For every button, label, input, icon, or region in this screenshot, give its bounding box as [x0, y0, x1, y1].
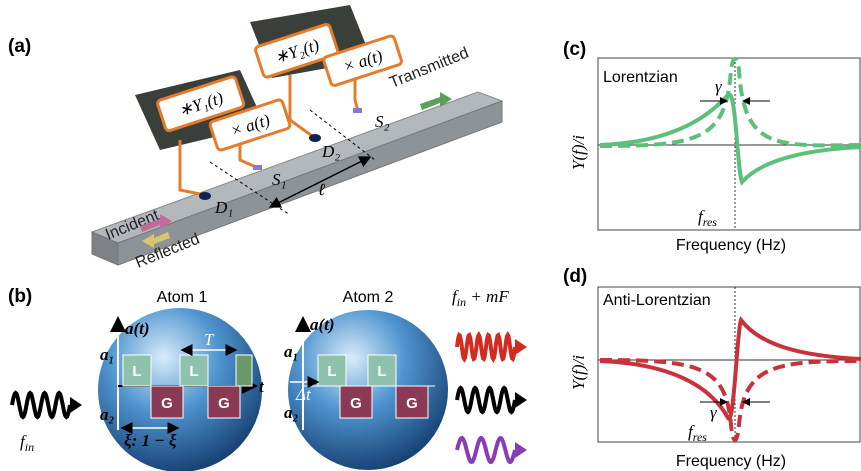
- source-label: S₁: [272, 170, 286, 189]
- block-label: G: [350, 395, 362, 412]
- path-shape: [12, 393, 70, 417]
- resonance-label: fres: [698, 207, 717, 229]
- block-label: L: [377, 363, 386, 380]
- path-shape: [457, 388, 515, 412]
- x-axis-label: Frequency (Hz): [676, 453, 786, 470]
- low-label: a₂: [284, 403, 299, 422]
- text-part: + mF: [466, 287, 509, 306]
- path-shape: [600, 94, 861, 182]
- panel-label: (d): [563, 266, 587, 287]
- output-label: fin + mF: [452, 287, 509, 309]
- axis-label: t: [259, 377, 265, 396]
- signal-label: a(t): [310, 315, 335, 334]
- text-part: in: [457, 295, 466, 309]
- curve-label: Anti-Lorentzian: [603, 292, 711, 309]
- spacing-label: ℓ: [318, 180, 325, 199]
- y-axis-label: Y(f)/i: [569, 355, 588, 390]
- delay-label: Δt: [295, 385, 312, 404]
- rect-shape: [236, 355, 252, 386]
- polygon-shape: [70, 397, 82, 413]
- atom-title: Atom 1: [157, 289, 208, 306]
- path-shape: [600, 320, 861, 419]
- x-axis-label: Frequency (Hz): [676, 237, 786, 254]
- linewidth-label: γ: [715, 77, 723, 96]
- block-label: L: [189, 363, 198, 380]
- high-label: a₁: [100, 345, 114, 364]
- ellipse-shape: [309, 134, 321, 142]
- duty-label: ξ: 1 − ξ: [124, 431, 177, 450]
- path-shape: [457, 335, 515, 359]
- panel-label: (c): [563, 39, 586, 60]
- signal-label: a(t): [125, 319, 150, 338]
- polygon-shape: [515, 339, 527, 355]
- block-label: G: [218, 395, 230, 412]
- g-shape: [12, 335, 527, 462]
- detector-label: D₁: [214, 198, 233, 217]
- text-part: res: [703, 215, 718, 229]
- ellipse-shape: [199, 192, 211, 200]
- high-label: a₁: [284, 342, 298, 361]
- curve-label: Lorentzian: [603, 69, 678, 86]
- panel-label: (a): [8, 36, 31, 57]
- polygon-shape: [515, 392, 527, 408]
- period-label: T: [204, 330, 215, 349]
- block-label: G: [161, 395, 173, 412]
- block-label: L: [327, 363, 336, 380]
- low-label: a₂: [100, 405, 115, 424]
- path-shape: [457, 438, 515, 462]
- figure: (a) ∗Y₁(t) × a(t) ∗Y₂(t) × a(t) D₁ D₂ S₁…: [0, 0, 861, 471]
- y-axis-label: Y(f)/i: [569, 135, 588, 170]
- source-label: S₂: [375, 112, 390, 131]
- panel-label: (b): [8, 286, 32, 307]
- resonance-label: fres: [688, 422, 707, 444]
- linewidth-label: γ: [710, 403, 718, 422]
- block-label: L: [132, 363, 141, 380]
- text-part: res: [693, 430, 708, 444]
- detector-label: D₂: [321, 142, 340, 161]
- atom-title: Atom 2: [343, 289, 394, 306]
- input-label: fin: [20, 432, 34, 454]
- text-part: in: [25, 440, 34, 454]
- rect-shape: [253, 165, 262, 170]
- block-label: G: [406, 395, 418, 412]
- rect-shape: [353, 108, 362, 113]
- polygon-shape: [515, 442, 527, 458]
- path-shape: [600, 360, 861, 440]
